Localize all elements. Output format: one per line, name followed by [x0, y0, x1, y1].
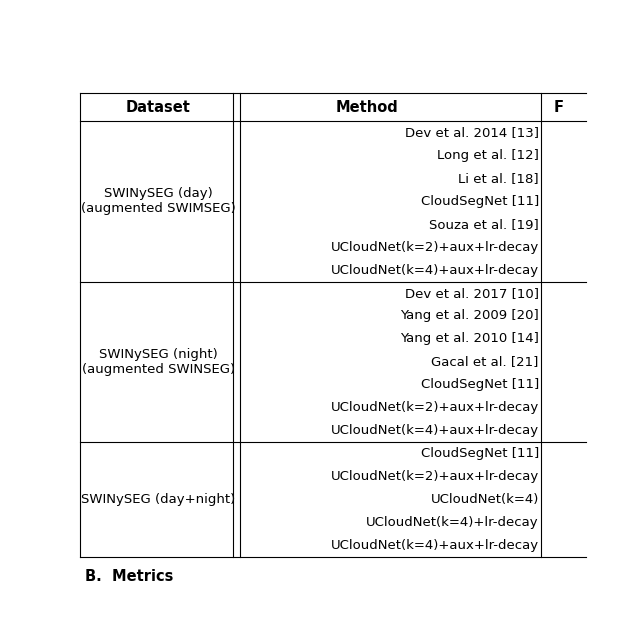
Text: CloudSegNet [11]: CloudSegNet [11]: [420, 195, 539, 208]
Text: UCloudNet(k=4)+lr-decay: UCloudNet(k=4)+lr-decay: [366, 516, 539, 529]
Text: UCloudNet(k=4)+aux+lr-decay: UCloudNet(k=4)+aux+lr-decay: [331, 539, 539, 552]
Text: CloudSegNet [11]: CloudSegNet [11]: [420, 378, 539, 391]
Text: Long et al. [12]: Long et al. [12]: [437, 149, 539, 162]
Text: SWINySEG (day+night): SWINySEG (day+night): [81, 493, 236, 506]
Text: Dev et al. 2014 [13]: Dev et al. 2014 [13]: [404, 126, 539, 139]
Text: Li et al. [18]: Li et al. [18]: [458, 172, 539, 185]
Text: B.  Metrics: B. Metrics: [85, 569, 173, 583]
Text: F: F: [554, 100, 564, 115]
Text: UCloudNet(k=4)+aux+lr-decay: UCloudNet(k=4)+aux+lr-decay: [331, 424, 539, 437]
Text: SWINySEG (day)
(augmented SWIMSEG): SWINySEG (day) (augmented SWIMSEG): [81, 187, 236, 215]
Text: Dataset: Dataset: [125, 100, 191, 115]
Text: UCloudNet(k=4): UCloudNet(k=4): [431, 493, 539, 506]
Text: UCloudNet(k=4)+aux+lr-decay: UCloudNet(k=4)+aux+lr-decay: [331, 264, 539, 277]
Text: Yang et al. 2009 [20]: Yang et al. 2009 [20]: [400, 309, 539, 322]
Text: Gacal et al. [21]: Gacal et al. [21]: [431, 355, 539, 368]
Text: UCloudNet(k=2)+aux+lr-decay: UCloudNet(k=2)+aux+lr-decay: [330, 401, 539, 414]
Text: Souza et al. [19]: Souza et al. [19]: [429, 218, 539, 231]
Text: Method: Method: [336, 100, 399, 115]
Text: UCloudNet(k=2)+aux+lr-decay: UCloudNet(k=2)+aux+lr-decay: [330, 241, 539, 254]
Text: CloudSegNet [11]: CloudSegNet [11]: [420, 447, 539, 460]
Text: UCloudNet(k=2)+aux+lr-decay: UCloudNet(k=2)+aux+lr-decay: [330, 470, 539, 483]
Text: Dev et al. 2017 [10]: Dev et al. 2017 [10]: [404, 286, 539, 299]
Text: Yang et al. 2010 [14]: Yang et al. 2010 [14]: [400, 332, 539, 345]
Text: SWINySEG (night)
(augmented SWINSEG): SWINySEG (night) (augmented SWINSEG): [81, 348, 235, 376]
